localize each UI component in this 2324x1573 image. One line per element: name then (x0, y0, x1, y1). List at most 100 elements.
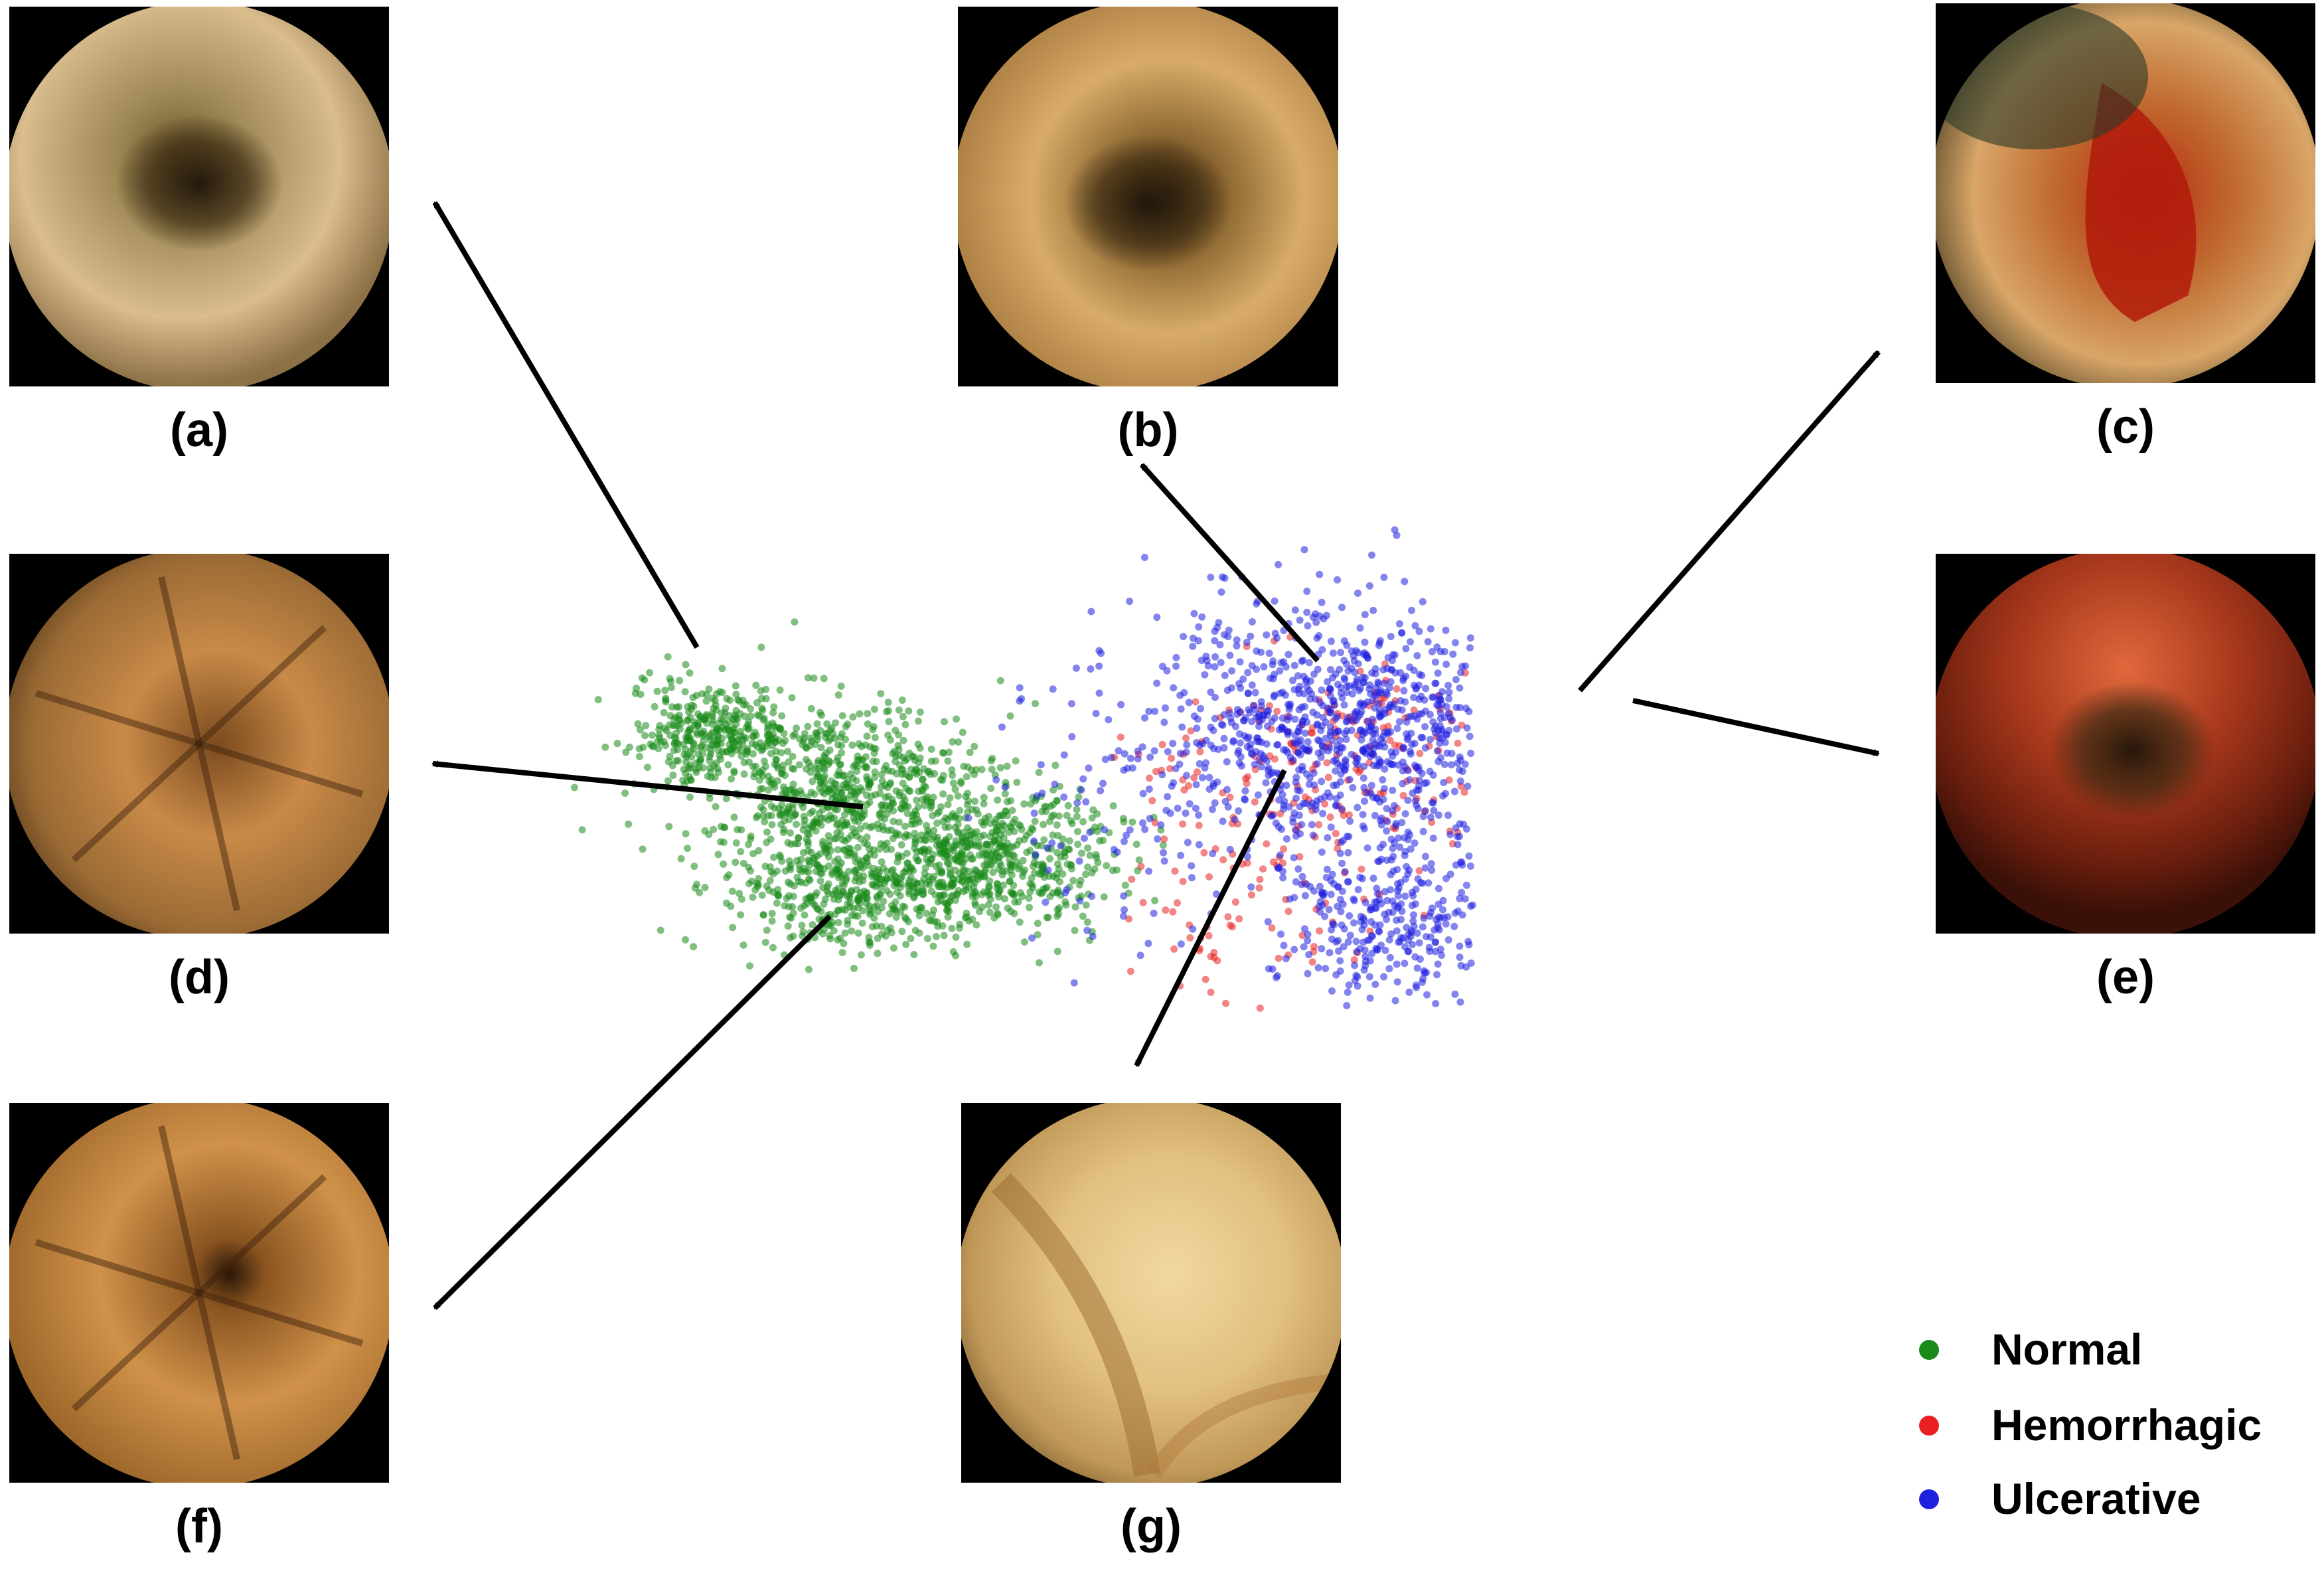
point-ulcerative (1336, 849, 1344, 857)
point-ulcerative (1154, 835, 1162, 843)
point-normal (813, 867, 820, 875)
point-ulcerative (1416, 671, 1424, 679)
point-ulcerative (1205, 786, 1213, 793)
point-ulcerative (1042, 898, 1049, 906)
point-ulcerative (1456, 894, 1464, 902)
point-normal (884, 731, 892, 739)
point-normal (1069, 876, 1077, 884)
point-ulcerative (1427, 736, 1434, 744)
point-ulcerative (1356, 873, 1364, 881)
point-ulcerative (1456, 777, 1464, 785)
point-ulcerative (1429, 693, 1436, 701)
point-hemorrhagic (1224, 913, 1232, 921)
point-ulcerative (1456, 766, 1463, 774)
point-normal (856, 825, 864, 833)
point-normal (749, 893, 757, 901)
point-hemorrhagic (1170, 945, 1178, 953)
point-ulcerative (1354, 678, 1361, 686)
point-ulcerative (1303, 588, 1311, 595)
point-ulcerative (1324, 834, 1332, 842)
point-hemorrhagic (1268, 924, 1276, 932)
point-normal (751, 886, 759, 894)
point-ulcerative (1280, 805, 1288, 813)
point-ulcerative (1190, 610, 1198, 618)
point-normal (898, 697, 906, 704)
point-ulcerative (1427, 625, 1434, 633)
point-ulcerative (1141, 825, 1149, 833)
point-normal (725, 871, 733, 879)
point-normal (903, 809, 911, 817)
point-normal (758, 891, 766, 899)
point-ulcerative (1395, 834, 1403, 842)
point-ulcerative (1462, 825, 1470, 833)
point-ulcerative (1174, 804, 1182, 812)
point-normal (1027, 800, 1035, 808)
point-ulcerative (1217, 720, 1225, 728)
point-ulcerative (1145, 707, 1153, 715)
point-normal (770, 703, 778, 711)
point-normal (643, 764, 651, 772)
point-normal (641, 732, 649, 740)
point-normal (759, 785, 767, 793)
point-ulcerative (1368, 950, 1376, 957)
point-normal (736, 710, 744, 718)
point-normal (1003, 762, 1011, 770)
point-ulcerative (1397, 900, 1405, 908)
point-ulcerative (1362, 750, 1370, 757)
point-ulcerative (1115, 747, 1123, 755)
point-ulcerative (1267, 812, 1275, 820)
point-ulcerative (1253, 600, 1261, 608)
point-ulcerative (1164, 748, 1172, 756)
point-ulcerative (1420, 914, 1428, 922)
point-ulcerative (1381, 946, 1389, 954)
point-ulcerative (1117, 701, 1125, 708)
point-ulcerative (1194, 637, 1202, 645)
point-hemorrhagic (1184, 782, 1192, 789)
point-normal (816, 708, 824, 716)
point-normal (860, 839, 868, 847)
point-ulcerative (1113, 849, 1121, 856)
point-ulcerative (1361, 898, 1369, 906)
point-normal (1053, 948, 1061, 955)
point-ulcerative (1145, 867, 1153, 875)
panel-a: (a) (9, 7, 389, 457)
point-normal (924, 827, 932, 835)
point-normal (1039, 888, 1047, 896)
point-ulcerative (1248, 718, 1256, 726)
point-normal (778, 712, 786, 720)
point-hemorrhagic (1280, 845, 1288, 853)
point-ulcerative (1456, 684, 1464, 692)
panel-d: (d) (9, 554, 389, 1004)
point-ulcerative (1290, 686, 1298, 694)
point-ulcerative (1420, 967, 1428, 975)
point-ulcerative (1134, 747, 1142, 755)
point-normal (1007, 797, 1015, 805)
point-normal (1082, 870, 1089, 878)
point-ulcerative (1428, 648, 1436, 655)
point-ulcerative (1269, 657, 1277, 665)
point-hemorrhagic (1195, 821, 1203, 829)
point-normal (749, 750, 757, 758)
point-normal (785, 864, 793, 871)
point-ulcerative (1393, 724, 1401, 732)
point-normal (913, 796, 921, 804)
point-hemorrhagic (1192, 698, 1200, 706)
point-ulcerative (1429, 834, 1437, 842)
point-normal (795, 735, 803, 743)
point-ulcerative (1404, 870, 1412, 878)
point-normal (819, 837, 827, 845)
point-normal (980, 800, 988, 807)
point-ulcerative (1271, 597, 1278, 605)
point-ulcerative (1366, 957, 1374, 965)
point-ulcerative (1403, 736, 1411, 744)
point-ulcerative (1375, 756, 1383, 764)
point-ulcerative (1436, 739, 1444, 747)
point-normal (895, 706, 903, 714)
point-normal (804, 722, 812, 730)
point-normal (702, 697, 710, 705)
point-normal (667, 683, 675, 691)
point-ulcerative (1189, 925, 1197, 933)
point-ulcerative (1079, 775, 1087, 783)
point-ulcerative (1442, 661, 1450, 668)
point-normal (823, 887, 831, 895)
